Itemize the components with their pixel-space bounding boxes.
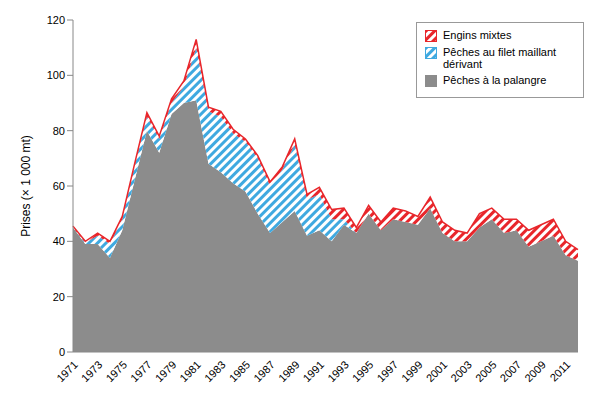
svg-text:60: 60 xyxy=(53,180,65,192)
svg-text:1987: 1987 xyxy=(251,358,277,384)
svg-text:1997: 1997 xyxy=(374,358,400,384)
svg-text:2003: 2003 xyxy=(448,358,474,384)
svg-text:1983: 1983 xyxy=(202,358,228,384)
svg-text:1989: 1989 xyxy=(276,358,302,384)
svg-text:20: 20 xyxy=(53,291,65,303)
svg-text:1985: 1985 xyxy=(227,358,253,384)
svg-text:Prises (× 1 000 mt): Prises (× 1 000 mt) xyxy=(19,135,33,237)
svg-text:2001: 2001 xyxy=(424,358,450,384)
svg-text:2009: 2009 xyxy=(522,358,548,384)
svg-text:2005: 2005 xyxy=(473,358,499,384)
svg-text:80: 80 xyxy=(53,125,65,137)
svg-text:1999: 1999 xyxy=(399,358,425,384)
svg-text:1991: 1991 xyxy=(300,358,326,384)
svg-text:1975: 1975 xyxy=(103,358,129,384)
html-text:Pêches à la palangre: Pêches à la palangre xyxy=(443,74,547,86)
svg-text:1977: 1977 xyxy=(128,358,154,384)
svg-text:1981: 1981 xyxy=(177,358,203,384)
svg-text:1995: 1995 xyxy=(350,358,376,384)
svg-text:1979: 1979 xyxy=(153,358,179,384)
svg-text:1973: 1973 xyxy=(79,358,105,384)
svg-text:1971: 1971 xyxy=(54,358,80,384)
svg-text:120: 120 xyxy=(47,14,65,26)
html-text:Engins mixtes: Engins mixtes xyxy=(443,29,512,41)
svg-text:2011: 2011 xyxy=(547,358,572,383)
html-text:Pêches au filet maillant dériv: Pêches au filet maillant dérivant xyxy=(443,46,557,70)
svg-text:100: 100 xyxy=(47,69,65,81)
svg-text:40: 40 xyxy=(53,235,65,247)
svg-text:0: 0 xyxy=(59,346,65,358)
svg-text:1993: 1993 xyxy=(325,358,351,384)
svg-text:2007: 2007 xyxy=(498,358,524,384)
